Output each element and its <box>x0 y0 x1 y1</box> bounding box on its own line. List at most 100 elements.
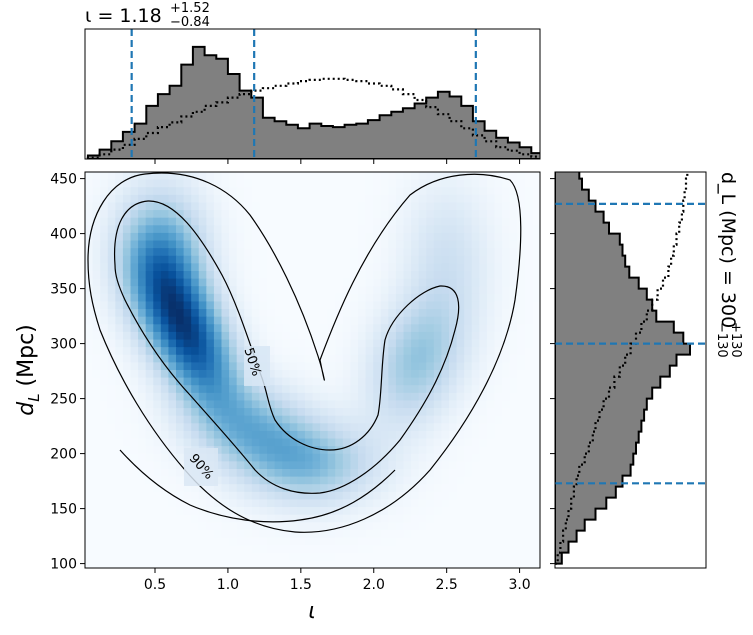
heatmap-cell <box>426 469 435 478</box>
heatmap-cell <box>335 446 344 455</box>
heatmap-cell <box>259 392 268 402</box>
heatmap-cell <box>244 484 253 493</box>
heatmap-cell <box>92 217 101 226</box>
heatmap-cell <box>502 202 511 211</box>
heatmap-cell <box>380 187 389 196</box>
heatmap-cell <box>358 499 367 508</box>
heatmap-cell <box>267 499 276 508</box>
heatmap-cell <box>403 408 412 417</box>
heatmap-cell <box>206 484 215 493</box>
heatmap-cell <box>433 370 443 379</box>
heatmap-cell <box>395 187 405 196</box>
heatmap-cell <box>289 324 298 333</box>
heatmap-cell <box>130 522 139 531</box>
heatmap-cell <box>206 400 215 409</box>
heatmap-cell <box>251 438 261 447</box>
heatmap-cell <box>236 461 245 470</box>
heatmap-cell <box>229 354 238 363</box>
heatmap-cell <box>160 545 170 554</box>
heatmap-cell <box>107 316 116 325</box>
heatmap-cell <box>304 560 314 568</box>
heatmap-cell <box>403 377 412 386</box>
heatmap-cell <box>350 309 359 318</box>
heatmap-cell <box>130 491 139 501</box>
heatmap-cell <box>130 263 139 272</box>
heatmap-cell <box>274 491 283 501</box>
heatmap-cell <box>411 430 420 440</box>
heatmap-cell <box>183 430 192 440</box>
heatmap-cell <box>198 537 207 546</box>
heatmap-cell <box>350 240 359 249</box>
heatmap-cell <box>509 491 518 501</box>
heatmap-cell <box>289 392 298 402</box>
heatmap-cell <box>426 385 435 394</box>
heatmap-cell <box>289 217 298 226</box>
heatmap-cell <box>350 529 359 539</box>
heatmap-cell <box>320 240 329 249</box>
heatmap-cell <box>304 255 314 264</box>
heatmap-cell <box>198 286 207 295</box>
heatmap-cell <box>395 354 405 363</box>
heatmap-cell <box>153 309 162 318</box>
right-title-sup: +130 <box>728 322 743 358</box>
heatmap-cell <box>130 225 139 234</box>
heatmap-cell <box>441 438 450 447</box>
heatmap-cell <box>282 240 291 249</box>
heatmap-cell <box>274 217 283 226</box>
heatmap-cell <box>418 560 427 568</box>
heatmap-cell <box>145 263 154 272</box>
heatmap-cell <box>365 392 374 402</box>
heatmap-cell <box>411 507 420 516</box>
heatmap-cell <box>282 172 291 181</box>
heatmap-cell <box>244 476 253 485</box>
heatmap-cell <box>130 529 139 539</box>
heatmap-cell <box>191 347 200 356</box>
heatmap-cell <box>274 255 283 264</box>
heatmap-cell <box>289 370 298 379</box>
heatmap-cell <box>289 316 298 325</box>
heatmap-cell <box>509 263 518 272</box>
heatmap-cell <box>289 408 298 417</box>
heatmap-cell <box>259 499 268 508</box>
heatmap-cell <box>456 362 465 371</box>
heatmap-cell <box>198 423 207 432</box>
heatmap-cell <box>327 537 336 546</box>
heatmap-cell <box>456 400 465 409</box>
heatmap-cell <box>388 514 397 523</box>
heatmap-cell <box>464 545 473 554</box>
heatmap-cell <box>524 522 534 531</box>
top-marginal-panel: ι = 1.18 +1.52 −0.84 <box>84 1 541 164</box>
heatmap-cell <box>304 362 314 371</box>
heatmap-cell <box>176 469 185 478</box>
heatmap-cell <box>418 522 427 531</box>
heatmap-cell <box>486 560 496 568</box>
heatmap-cell <box>456 347 465 356</box>
heatmap-cell <box>160 430 170 440</box>
heatmap-cell <box>198 194 207 204</box>
heatmap-cell <box>335 408 344 417</box>
heatmap-cell <box>380 491 389 501</box>
heatmap-cell <box>206 278 215 287</box>
heatmap-cell <box>85 438 94 447</box>
heatmap-cell <box>403 362 412 371</box>
heatmap-cell <box>274 529 283 539</box>
heatmap-cell <box>236 377 245 386</box>
heatmap-cell <box>107 248 116 257</box>
heatmap-cell <box>532 316 540 325</box>
heatmap-cell <box>168 354 177 363</box>
heatmap-cell <box>426 293 435 303</box>
heatmap-cell <box>365 331 374 341</box>
heatmap-cell <box>138 385 147 394</box>
heatmap-cell <box>267 469 276 478</box>
heatmap-cell <box>274 286 283 295</box>
heatmap-cell <box>411 324 420 333</box>
heatmap-cell <box>524 507 534 516</box>
heatmap-cell <box>418 309 427 318</box>
heatmap-cell <box>479 331 488 341</box>
heatmap-cell <box>388 507 397 516</box>
heatmap-cell <box>282 202 291 211</box>
heatmap-cell <box>464 491 473 501</box>
heatmap-cell <box>213 217 223 226</box>
heatmap-cell <box>479 248 488 257</box>
heatmap-cell <box>456 430 465 440</box>
